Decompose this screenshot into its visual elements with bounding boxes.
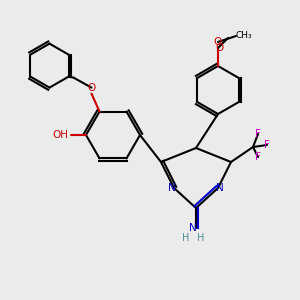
Text: O: O [87,82,96,93]
Text: N: N [216,183,224,193]
Text: OH: OH [52,130,68,140]
Text: F: F [255,152,261,162]
Text: N: N [189,223,197,233]
Text: O: O [216,43,224,53]
Text: H: H [197,233,205,243]
Text: O: O [214,37,222,47]
Text: F: F [255,129,261,139]
Text: F: F [264,140,270,150]
Text: CH₃: CH₃ [236,32,252,40]
Text: H: H [182,233,190,243]
Text: N: N [168,183,176,193]
